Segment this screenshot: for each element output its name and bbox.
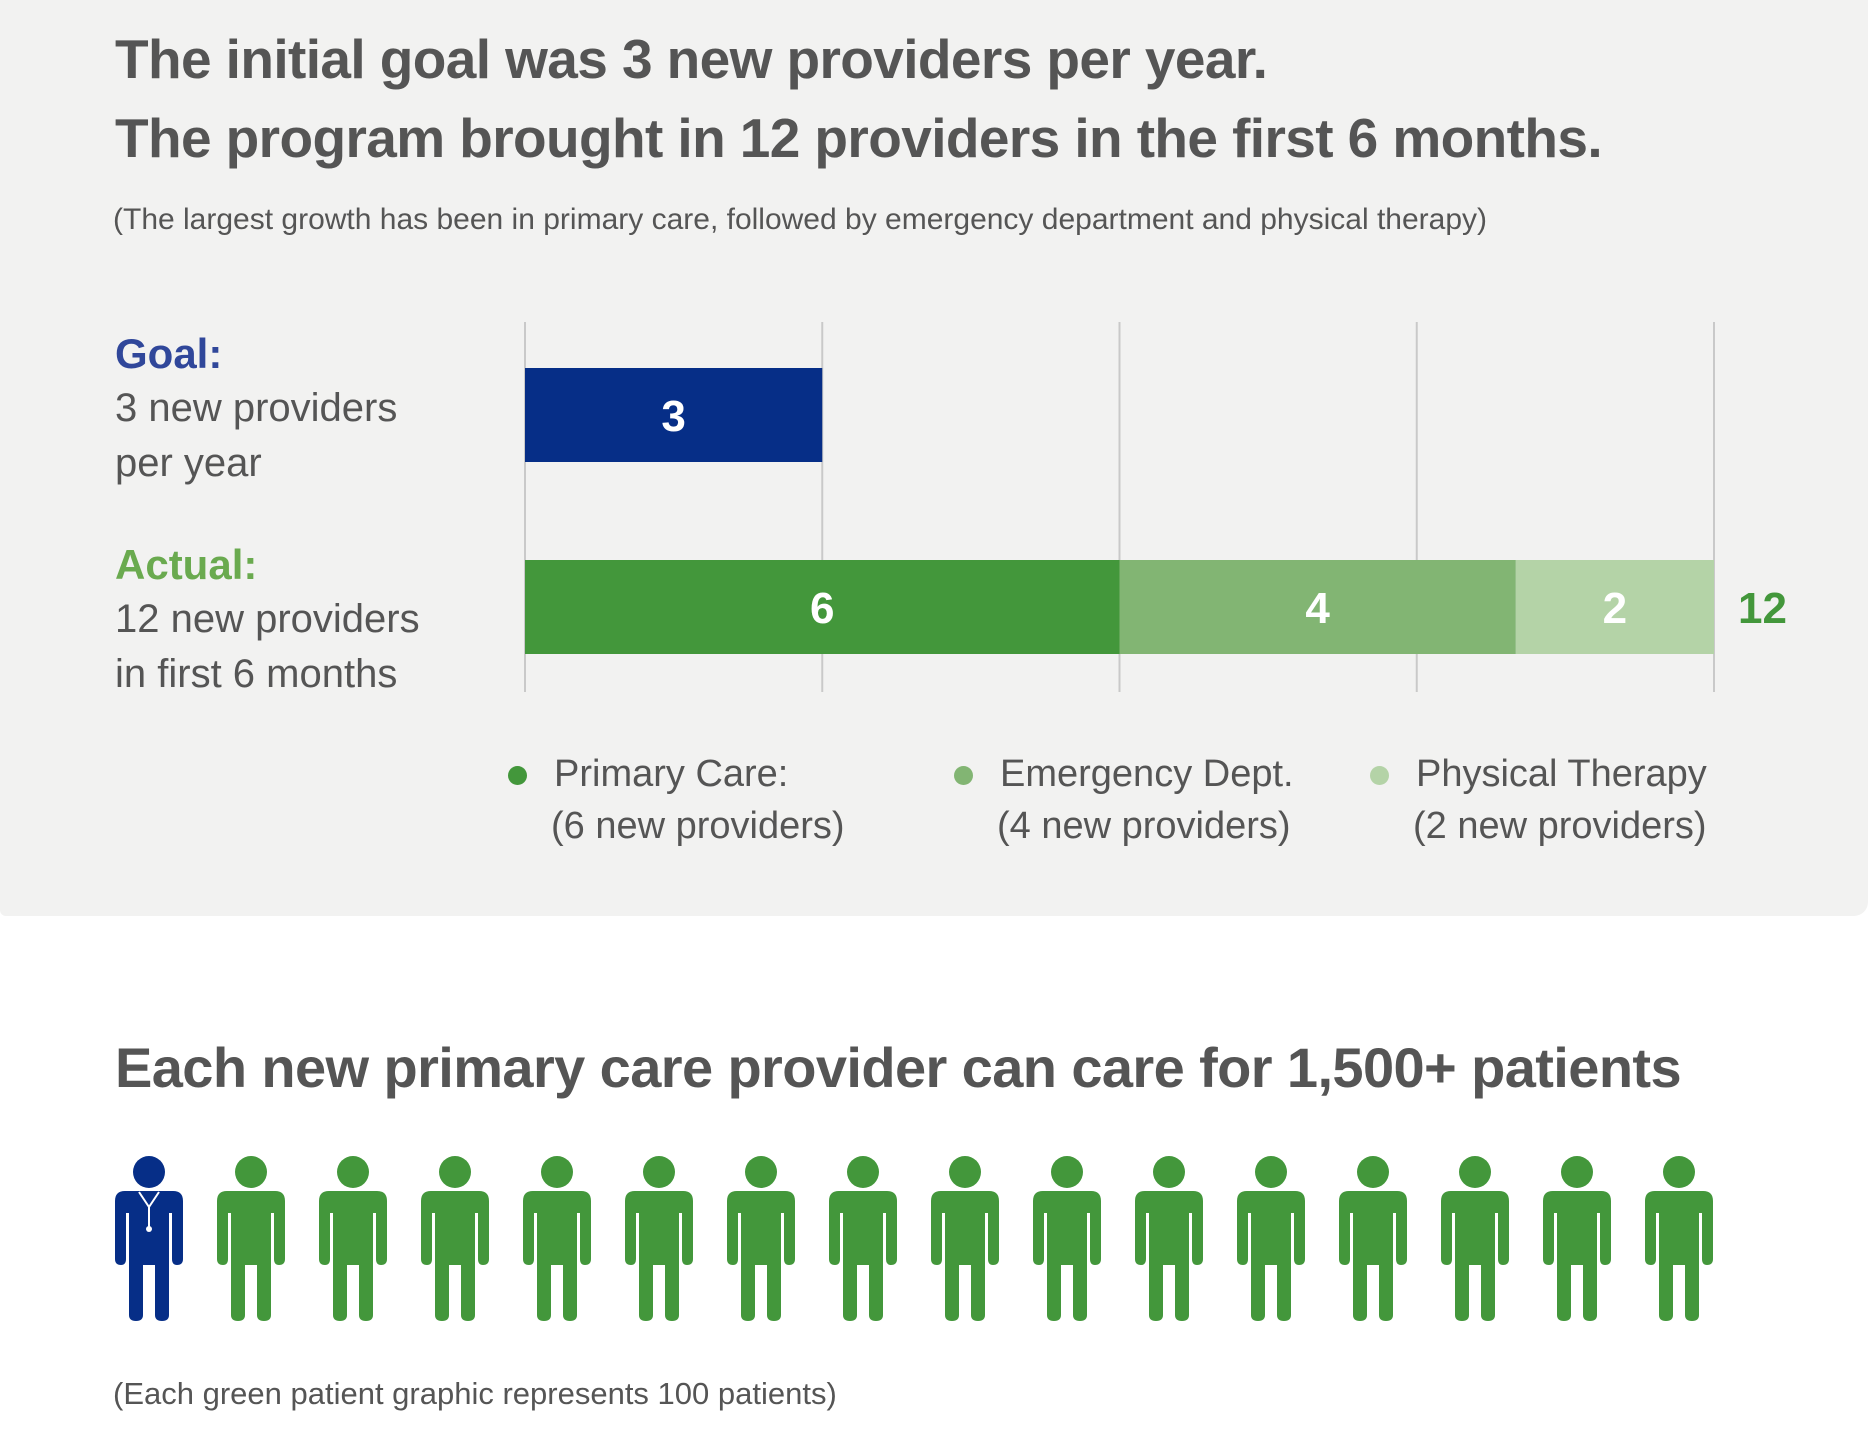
- bar-emergency-dept-: [1119, 560, 1516, 654]
- patient-icon: [623, 1155, 695, 1323]
- legend-sublabel: (2 new providers): [1413, 805, 1707, 847]
- actual-label-line2: in first 6 months: [115, 652, 398, 696]
- patients-headline: Each new primary care provider can care …: [115, 1036, 1682, 1099]
- people-pictogram: [0, 1155, 1868, 1325]
- patient-icon: [317, 1155, 389, 1323]
- total-label-actual: 12: [1738, 584, 1787, 633]
- goal-label-lead: Goal:: [115, 330, 223, 377]
- stacked-bar-chart: 3 6 4 2 12: [524, 322, 1787, 692]
- bar-goal: [525, 368, 823, 462]
- patient-icon: [1439, 1155, 1511, 1323]
- bar-label-physical-therapy: 2: [1603, 584, 1627, 633]
- legend-sublabel: (6 new providers): [551, 805, 845, 847]
- goal-row-label: Goal: 3 new providers per year: [115, 333, 397, 491]
- actual-label-line1: 12 new providers: [115, 597, 420, 641]
- goal-label-line2: per year: [115, 441, 262, 485]
- patient-icon: [1133, 1155, 1205, 1323]
- actual-row-label: Actual: 12 new providers in first 6 mont…: [115, 544, 420, 702]
- legend-sublabel: (4 new providers): [997, 805, 1291, 847]
- legend-label: Physical Therapy: [1416, 753, 1707, 795]
- patient-icon: [1337, 1155, 1409, 1323]
- patient-icon: [1541, 1155, 1613, 1323]
- patient-icon: [929, 1155, 1001, 1323]
- chart-panel: The initial goal was 3 new providers per…: [0, 0, 1868, 916]
- bar-label-goal: 3: [661, 392, 685, 441]
- legend-swatch: [954, 766, 973, 785]
- patient-icon: [1235, 1155, 1307, 1323]
- bar-label-primary-care: 6: [810, 584, 834, 633]
- headline-actual: The program brought in 12 providers in t…: [115, 107, 1603, 169]
- patient-icon: [521, 1155, 593, 1323]
- bar-label-emergency-dept-: 4: [1305, 584, 1330, 633]
- legend-label: Primary Care:: [554, 753, 789, 795]
- doctor-icon: [113, 1155, 185, 1323]
- actual-label-lead: Actual:: [115, 541, 258, 588]
- legend-label: Emergency Dept.: [1000, 753, 1294, 795]
- patient-icon: [1643, 1155, 1715, 1323]
- patient-icon: [419, 1155, 491, 1323]
- bar-primary-care: [525, 560, 1120, 654]
- bar-physical-therapy: [1515, 560, 1714, 654]
- chart-subtitle: (The largest growth has been in primary …: [113, 203, 1488, 236]
- goal-label-line1: 3 new providers: [115, 386, 398, 430]
- patient-icon: [725, 1155, 797, 1323]
- legend-swatch: [1370, 766, 1389, 785]
- pictogram-footnote: (Each green patient graphic represents 1…: [113, 1376, 837, 1411]
- patient-icon: [215, 1155, 287, 1323]
- headline-goal: The initial goal was 3 new providers per…: [115, 28, 1268, 90]
- patient-icon: [1031, 1155, 1103, 1323]
- patient-icon: [827, 1155, 899, 1323]
- legend-swatch: [508, 766, 527, 785]
